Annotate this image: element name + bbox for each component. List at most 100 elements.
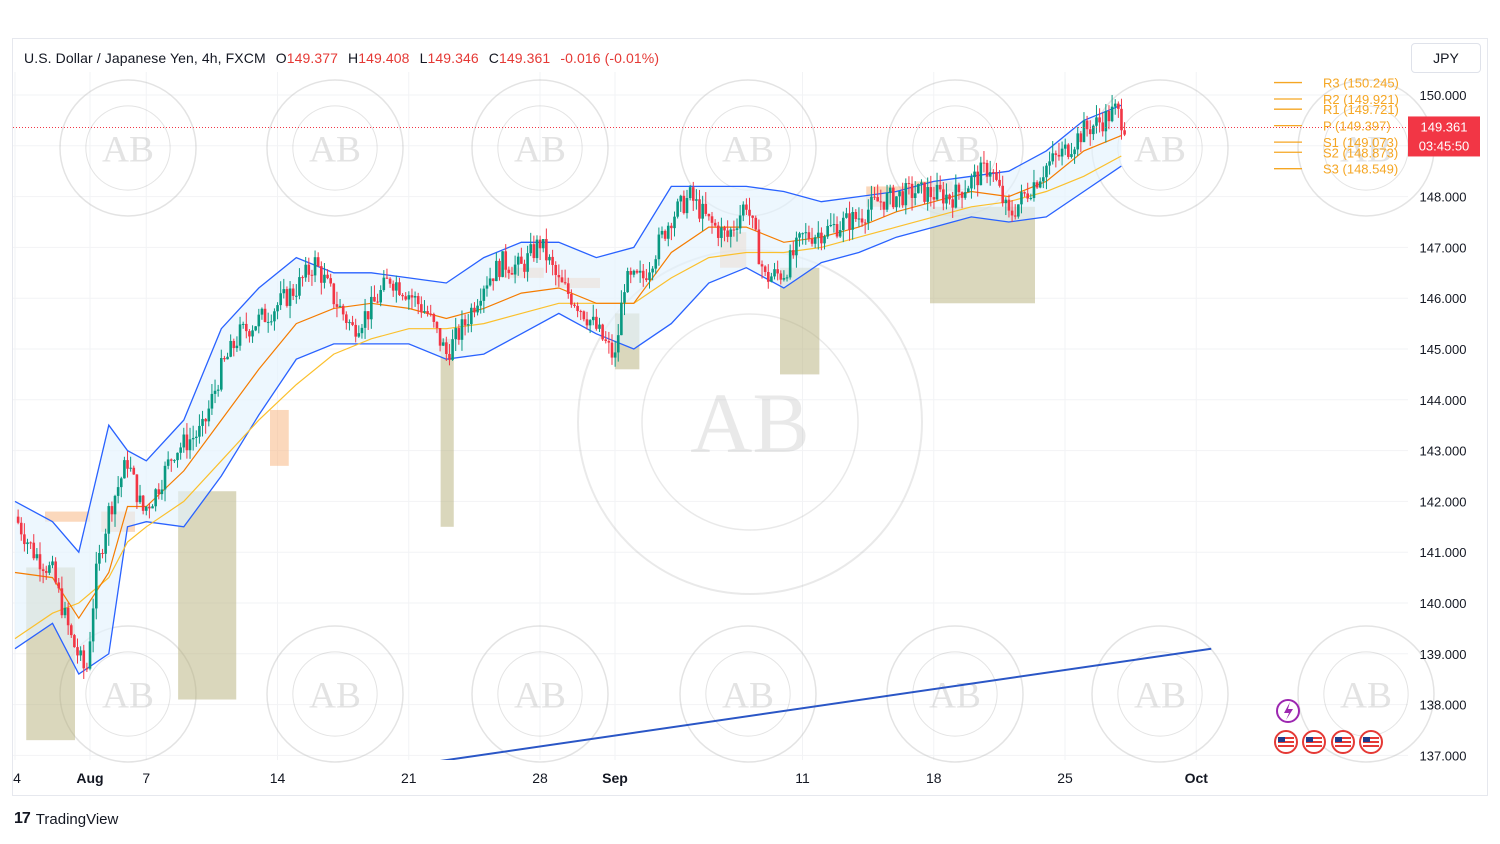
watermark-seal: AB	[1091, 625, 1229, 763]
candle	[526, 245, 529, 282]
candle-body	[307, 264, 311, 275]
candle	[851, 207, 854, 240]
candle-body	[166, 459, 170, 466]
candle-body	[548, 256, 551, 261]
time-tick-label: Oct	[1185, 770, 1209, 786]
candle	[635, 269, 639, 275]
candle-body	[660, 230, 664, 235]
candle	[507, 266, 511, 280]
candle	[545, 228, 548, 273]
candle-body	[873, 196, 876, 198]
candle-body	[960, 192, 964, 198]
candle	[601, 323, 604, 342]
candle	[888, 184, 892, 205]
candle	[407, 291, 411, 310]
candle-body	[626, 271, 629, 293]
candle-body	[679, 195, 683, 202]
candle	[620, 290, 623, 336]
candle-body	[538, 239, 542, 249]
candle-body	[979, 162, 983, 186]
candle	[841, 211, 845, 243]
candle-body	[901, 191, 904, 206]
candle-body	[266, 321, 270, 323]
candle	[323, 262, 326, 289]
candle	[91, 598, 95, 653]
candle-body	[892, 187, 895, 208]
tradingview-logo[interactable]: 17 TradingView	[14, 810, 118, 828]
candle	[251, 325, 254, 343]
candle	[898, 190, 901, 208]
candle-body	[529, 244, 533, 254]
candle	[126, 451, 129, 478]
candle-body	[1026, 193, 1030, 199]
candle	[501, 251, 504, 278]
candle-body	[723, 227, 726, 231]
candle-body	[451, 339, 454, 360]
watermark-seal: AB	[59, 79, 197, 217]
candle	[363, 298, 367, 339]
candle	[144, 505, 148, 516]
watermark-inner-ring	[292, 105, 378, 191]
candle	[701, 195, 704, 231]
watermark-seal: AB	[471, 625, 609, 763]
candle	[698, 189, 701, 223]
candle-body	[485, 285, 489, 289]
candle	[735, 218, 739, 242]
us-flag-icon[interactable]	[1302, 730, 1326, 754]
candle	[704, 192, 708, 217]
candle-body	[438, 328, 442, 346]
candle-body	[479, 300, 483, 306]
candle	[779, 270, 783, 285]
candle-body	[732, 229, 736, 231]
candle	[904, 178, 908, 215]
candle-body	[185, 434, 189, 451]
candle	[163, 461, 167, 502]
candle	[188, 427, 192, 459]
us-flag-icon[interactable]	[1331, 730, 1355, 754]
pivot-label-s1: S1 (149.073)	[1323, 135, 1398, 150]
candle	[963, 180, 967, 200]
candle-body	[260, 308, 264, 315]
candle-body	[582, 311, 586, 320]
candle	[238, 316, 242, 351]
candle-body	[1110, 106, 1114, 122]
candle-body	[457, 328, 461, 340]
candle-body	[929, 187, 933, 198]
candle	[160, 479, 164, 500]
us-flag-icon[interactable]	[1359, 730, 1383, 754]
candle	[535, 235, 539, 263]
candle-body	[541, 239, 545, 249]
candle	[626, 267, 629, 293]
candle-body	[632, 270, 636, 275]
candle-body	[673, 216, 676, 229]
candle	[320, 261, 323, 295]
candle	[670, 222, 673, 241]
candle	[69, 623, 73, 638]
currency-button[interactable]: JPY	[1411, 43, 1481, 73]
candle-body	[29, 542, 32, 544]
watermark-inner-ring	[85, 651, 171, 737]
watermark-seal: AB	[1297, 79, 1435, 217]
symbol-title[interactable]: U.S. Dollar / Japanese Yen, 4h, FXCM	[24, 50, 266, 66]
candle	[29, 541, 32, 550]
candle	[129, 456, 132, 472]
candle	[938, 175, 942, 193]
watermark-text: AB	[514, 130, 566, 171]
candle	[94, 551, 98, 620]
candle-body	[301, 277, 304, 279]
watermark-text: AB	[309, 676, 361, 717]
us-flag-icon[interactable]	[1274, 730, 1298, 754]
candle-body	[1117, 103, 1120, 109]
lightning-icon[interactable]	[1276, 699, 1300, 723]
candle	[463, 314, 467, 336]
candle-body	[26, 542, 29, 545]
candle	[51, 555, 54, 569]
watermark-inner-ring	[912, 651, 998, 737]
candle-body	[338, 305, 342, 307]
candle-body	[841, 217, 845, 230]
candle	[341, 303, 345, 321]
candle	[401, 293, 404, 301]
candle-body	[845, 213, 848, 218]
candle	[366, 311, 370, 330]
